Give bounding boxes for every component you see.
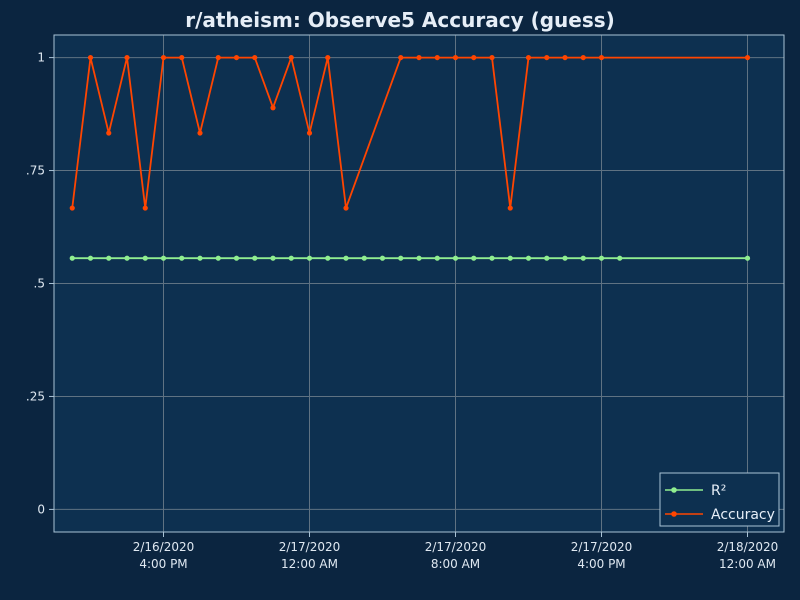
data-point[interactable] xyxy=(270,105,276,111)
x-tick-label: 2/17/2020 12:00 AM xyxy=(279,540,341,571)
data-point[interactable] xyxy=(525,255,532,261)
data-point[interactable] xyxy=(617,255,623,261)
data-point[interactable] xyxy=(361,255,367,261)
data-point[interactable] xyxy=(233,255,240,261)
data-point[interactable] xyxy=(544,54,550,61)
y-tick-label: 1 xyxy=(37,51,45,65)
data-point[interactable] xyxy=(252,255,258,261)
data-point[interactable] xyxy=(142,205,148,211)
x-tick-label: 2/16/2020 4:00 PM xyxy=(133,540,195,571)
data-point[interactable] xyxy=(452,255,459,261)
data-point[interactable] xyxy=(398,54,404,61)
legend-item[interactable]: R² xyxy=(665,483,726,499)
data-point[interactable] xyxy=(580,54,586,61)
data-point[interactable] xyxy=(598,54,605,61)
data-point[interactable] xyxy=(325,255,331,261)
data-point[interactable] xyxy=(325,54,331,61)
data-point[interactable] xyxy=(598,255,605,261)
data-point[interactable] xyxy=(179,54,185,61)
data-point[interactable] xyxy=(215,54,221,61)
chart-title: r/atheism: Observe5 Accuracy (guess) xyxy=(185,8,615,32)
grid xyxy=(54,35,784,532)
data-point[interactable] xyxy=(489,255,495,261)
legend-swatch-marker xyxy=(671,511,677,517)
data-point[interactable] xyxy=(544,255,550,261)
y-tick-label: .25 xyxy=(26,389,45,403)
data-point[interactable] xyxy=(343,205,349,211)
data-point[interactable] xyxy=(124,255,130,261)
data-point[interactable] xyxy=(124,54,130,61)
x-tick-label: 2/18/2020 12:00 AM xyxy=(717,540,779,571)
data-point[interactable] xyxy=(288,54,294,61)
data-point[interactable] xyxy=(507,255,513,261)
data-point[interactable] xyxy=(106,130,112,136)
data-point[interactable] xyxy=(562,54,568,61)
legend: R² Accuracy xyxy=(659,472,780,527)
legend-swatch-marker xyxy=(671,487,677,493)
data-point[interactable] xyxy=(452,54,459,61)
x-axis: 2/16/2020 4:00 PM 2/17/2020 12:00 AM 2/17/20… xyxy=(133,532,779,571)
data-point[interactable] xyxy=(434,255,440,261)
data-point[interactable] xyxy=(142,255,148,261)
data-point[interactable] xyxy=(471,255,477,261)
data-point[interactable] xyxy=(69,205,75,211)
data-point[interactable] xyxy=(507,205,513,211)
legend-box xyxy=(659,472,780,527)
data-point[interactable] xyxy=(525,54,532,61)
series-accuracy xyxy=(69,54,751,211)
data-point[interactable] xyxy=(306,130,313,136)
x-tick-label: 2/17/2020 8:00 AM xyxy=(425,540,487,571)
data-point[interactable] xyxy=(398,255,404,261)
data-point[interactable] xyxy=(160,255,167,261)
data-point[interactable] xyxy=(562,255,568,261)
data-point[interactable] xyxy=(306,255,313,261)
series-r xyxy=(69,255,751,261)
data-point[interactable] xyxy=(69,255,75,261)
data-point[interactable] xyxy=(179,255,185,261)
data-point[interactable] xyxy=(343,255,349,261)
data-point[interactable] xyxy=(471,54,477,61)
data-point[interactable] xyxy=(416,255,422,261)
data-point[interactable] xyxy=(160,54,167,61)
series-group xyxy=(69,54,751,261)
data-point[interactable] xyxy=(416,54,422,61)
data-point[interactable] xyxy=(489,54,495,61)
legend-item[interactable]: Accuracy xyxy=(665,507,775,523)
data-point[interactable] xyxy=(434,54,440,61)
data-point[interactable] xyxy=(87,255,94,261)
y-tick-label: .5 xyxy=(34,277,45,291)
data-point[interactable] xyxy=(379,255,386,261)
data-point[interactable] xyxy=(197,130,203,136)
legend-label: R² xyxy=(711,483,726,499)
data-point[interactable] xyxy=(744,54,751,61)
data-point[interactable] xyxy=(233,54,240,61)
data-point[interactable] xyxy=(580,255,586,261)
data-point[interactable] xyxy=(215,255,221,261)
x-tick-label: 2/17/2020 4:00 PM xyxy=(571,540,633,571)
data-point[interactable] xyxy=(87,54,94,61)
y-tick-label: 0 xyxy=(37,502,45,516)
legend-label: Accuracy xyxy=(711,507,775,523)
data-point[interactable] xyxy=(744,255,751,261)
data-point[interactable] xyxy=(106,255,112,261)
y-axis: 0 .25 .5 .75 1 xyxy=(26,51,54,516)
data-point[interactable] xyxy=(288,255,294,261)
data-point[interactable] xyxy=(252,54,258,61)
data-point[interactable] xyxy=(270,255,276,261)
data-point[interactable] xyxy=(197,255,203,261)
y-tick-label: .75 xyxy=(26,164,45,178)
